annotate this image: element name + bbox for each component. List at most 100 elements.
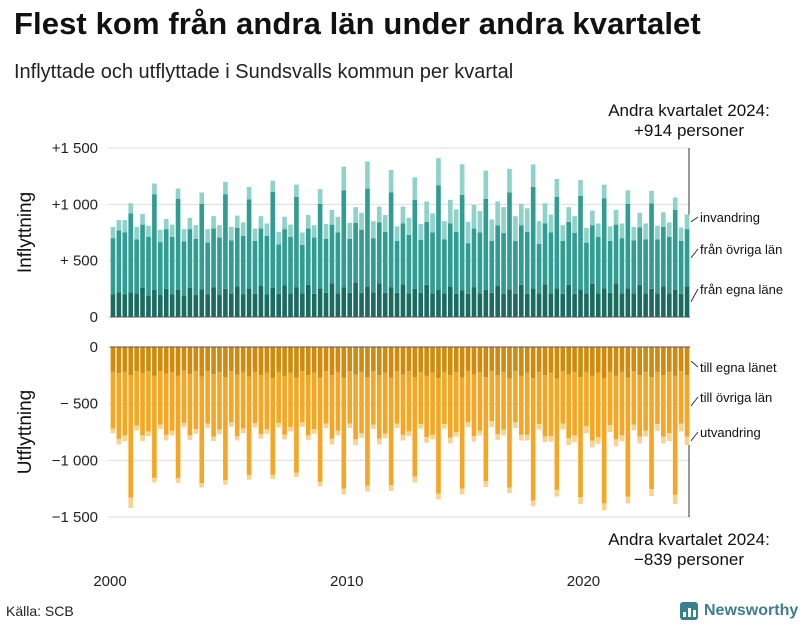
- bar-egna: [341, 347, 347, 378]
- bar-ovriga: [234, 227, 240, 287]
- bar-invandring: [536, 221, 542, 244]
- bar-egna: [595, 347, 601, 373]
- bar-utvandring: [276, 422, 281, 428]
- bar-egna: [507, 289, 512, 317]
- bar-ovriga: [229, 371, 234, 423]
- bar-ovriga: [530, 186, 536, 289]
- bar-ovriga: [229, 240, 234, 294]
- bar-ovriga: [578, 195, 583, 290]
- bar-utvandring: [678, 423, 684, 432]
- bar-utvandring: [590, 440, 595, 448]
- bar-egna: [643, 347, 648, 372]
- bar-ovriga: [524, 231, 530, 294]
- bar-egna: [163, 288, 169, 317]
- bar-ovriga: [282, 229, 287, 286]
- bar-ovriga: [305, 228, 311, 285]
- series-label: från övriga län: [700, 242, 782, 257]
- bar-egna: [465, 347, 471, 372]
- bar-egna: [371, 347, 376, 372]
- bar-ovriga: [548, 232, 554, 294]
- bar-invandring: [193, 225, 199, 239]
- bar-utvandring: [637, 436, 643, 444]
- bar-ovriga: [637, 227, 643, 285]
- bar-utvandring: [519, 434, 524, 441]
- bar-utvandring: [465, 422, 471, 427]
- bar-egna: [477, 293, 483, 317]
- bar-ovriga: [347, 238, 353, 293]
- bar-utvandring: [264, 429, 270, 434]
- bar-utvandring: [270, 474, 276, 480]
- bar-ovriga: [430, 372, 435, 435]
- bar-ovriga: [353, 222, 358, 283]
- bar-ovriga: [223, 194, 228, 289]
- bar-utvandring: [607, 425, 613, 432]
- bar-egna: [501, 293, 506, 317]
- bar-invandring: [199, 192, 205, 204]
- brand[interactable]: Newsworthy: [680, 602, 798, 620]
- bar-ovriga: [436, 378, 441, 494]
- bar-egna: [566, 347, 571, 375]
- bar-utvandring: [471, 435, 477, 442]
- bar-egna: [631, 293, 637, 317]
- bar-invandring: [382, 215, 388, 232]
- bar-ovriga: [400, 374, 406, 435]
- bar-utvandring: [530, 500, 536, 507]
- bar-utvandring: [211, 436, 216, 442]
- bar-ovriga: [193, 371, 199, 430]
- bar-ovriga: [459, 377, 465, 489]
- bar-egna: [661, 286, 666, 317]
- bar-ovriga: [613, 375, 619, 440]
- bar-ovriga: [223, 377, 228, 481]
- bar-egna: [613, 347, 619, 376]
- bar-utvandring: [240, 428, 246, 434]
- bar-invandring: [229, 226, 234, 241]
- bar-ovriga: [483, 198, 489, 290]
- bar-egna: [122, 347, 128, 372]
- bar-utvandring: [649, 489, 654, 497]
- bar-utvandring: [371, 424, 376, 430]
- bar-utvandring: [524, 434, 530, 441]
- bar-ovriga: [388, 192, 394, 288]
- bar-invandring: [649, 190, 654, 204]
- bar-egna: [601, 288, 607, 317]
- bar-ovriga: [678, 240, 684, 294]
- bar-ovriga: [116, 373, 122, 439]
- bar-egna: [229, 293, 234, 317]
- bar-ovriga: [294, 377, 299, 473]
- bar-ovriga: [175, 198, 181, 290]
- bar-utvandring: [477, 430, 483, 436]
- bar-egna: [329, 283, 335, 317]
- bar-utvandring: [246, 475, 252, 480]
- chart-subtitle: Inflyttade och utflyttade i Sundsvalls k…: [14, 61, 514, 83]
- bar-egna: [418, 347, 424, 372]
- bar-ovriga: [471, 374, 477, 436]
- source-note: Källa: SCB: [6, 603, 74, 619]
- bar-utvandring: [655, 424, 660, 431]
- bar-egna: [388, 287, 394, 317]
- bar-egna: [453, 293, 459, 317]
- bar-invandring: [548, 214, 554, 233]
- bar-egna: [477, 347, 483, 372]
- bar-utvandring: [382, 433, 388, 439]
- bar-utvandring: [341, 488, 347, 495]
- bar-ovriga: [181, 241, 187, 296]
- bar-ovriga: [187, 374, 193, 436]
- bar-invandring: [146, 225, 151, 238]
- bar-egna: [276, 293, 281, 317]
- bar-ovriga: [193, 238, 199, 296]
- annotation-line: Andra kvartalet 2024:: [608, 530, 770, 549]
- bar-egna: [359, 347, 364, 372]
- bar-ovriga: [501, 233, 506, 294]
- bar-utvandring: [122, 435, 128, 442]
- bar-egna: [335, 347, 341, 372]
- bar-egna: [311, 347, 317, 373]
- bar-utvandring: [169, 430, 175, 436]
- bar-ovriga: [655, 371, 660, 425]
- bar-ovriga: [199, 203, 205, 290]
- bar-ovriga: [661, 375, 666, 437]
- bar-egna: [519, 284, 524, 317]
- bar-egna: [116, 347, 122, 374]
- bar-ovriga: [684, 229, 690, 287]
- chart-title: Flest kom från andra län under andra kva…: [14, 6, 701, 41]
- bar-utvandring: [501, 429, 506, 436]
